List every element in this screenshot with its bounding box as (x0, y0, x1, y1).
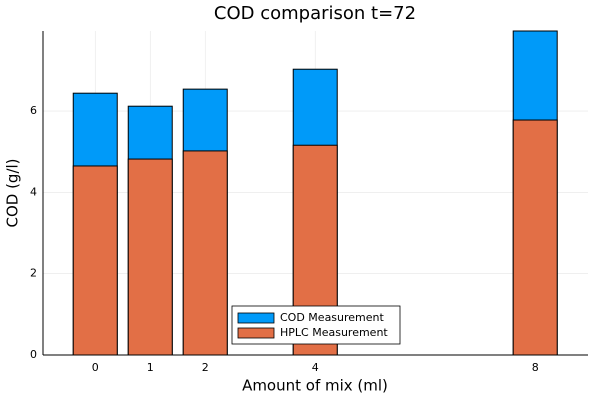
bar (182, 150, 228, 356)
x-tick-label: 0 (92, 361, 99, 374)
legend: COD Measurement HPLC Measurement (231, 305, 401, 345)
legend-swatch (237, 312, 275, 324)
x-axis-label: Amount of mix (ml) (242, 377, 388, 395)
x-tick-label: 2 (202, 361, 209, 374)
chart-title: COD comparison t=72 (214, 3, 416, 24)
y-axis-label: COD (g/l) (4, 158, 22, 227)
x-tick-label: 1 (147, 361, 154, 374)
y-tick-label: 0 (30, 348, 37, 361)
bar (127, 158, 173, 356)
x-tick-label: 4 (312, 361, 319, 374)
y-tick-label: 6 (30, 104, 37, 117)
legend-label: HPLC Measurement (280, 326, 388, 339)
legend-swatch (237, 327, 275, 339)
y-tick-label: 4 (30, 185, 37, 198)
legend-label: COD Measurement (280, 311, 385, 324)
x-tick-label: 8 (532, 361, 539, 374)
bar (512, 119, 558, 356)
y-tick-label: 2 (30, 267, 37, 280)
bar (72, 165, 118, 356)
